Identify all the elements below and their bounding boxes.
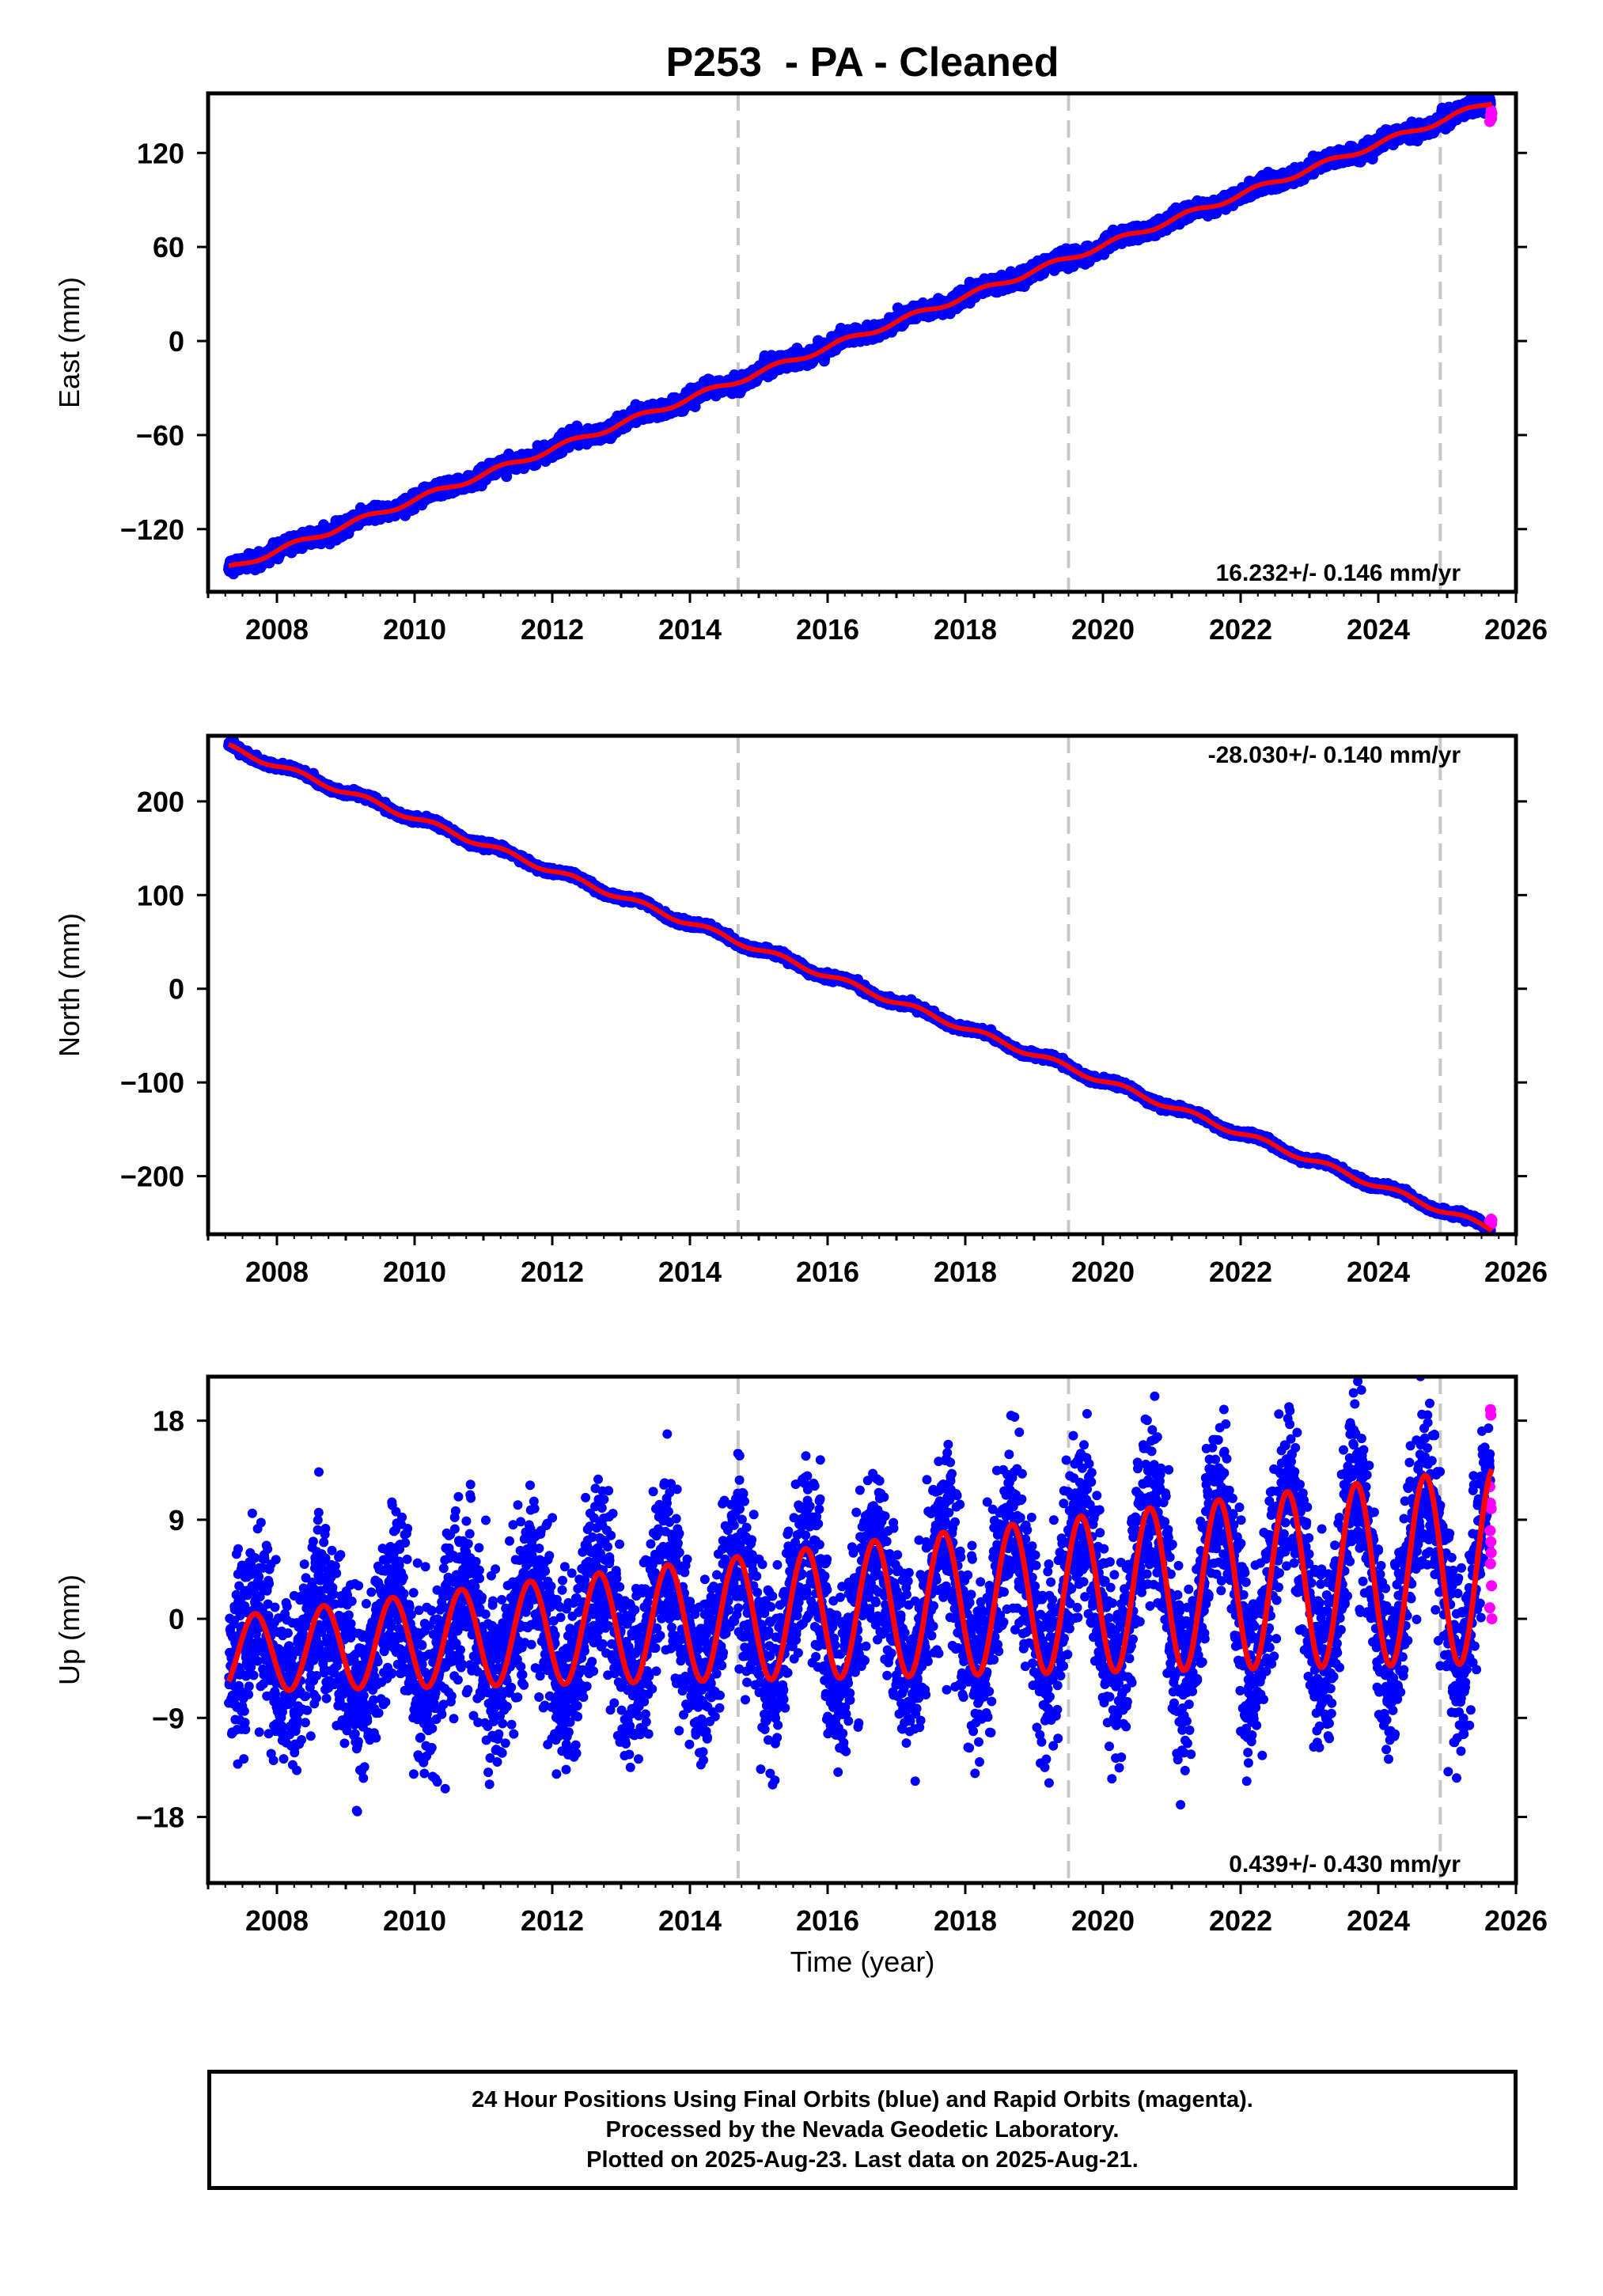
chart-title: P253 - PA - Cleaned [665, 40, 1059, 85]
panel-east: 2008 2010 2012 2014 2016 2018 2020 2022 2024 2026… [53, 91, 1548, 646]
